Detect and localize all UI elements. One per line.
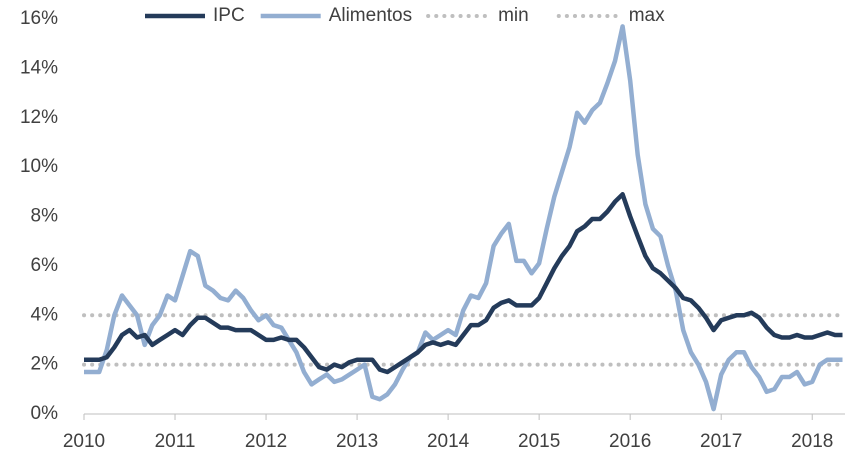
series-line	[84, 24, 843, 412]
x-tick-label: 2010	[63, 431, 105, 452]
y-tick-label: 16%	[20, 8, 58, 29]
legend-label: IPC	[213, 5, 245, 26]
y-tick-label: 6%	[31, 255, 59, 276]
y-tick-label: 8%	[31, 206, 59, 227]
x-tick-label: 2013	[336, 431, 378, 452]
y-tick-label: 0%	[31, 403, 59, 424]
legend-label: min	[498, 5, 529, 26]
x-tick-label: 2015	[518, 431, 560, 452]
x-tick-label: 2017	[700, 431, 742, 452]
x-tick-label: 2014	[427, 431, 470, 452]
y-tick-label: 2%	[31, 354, 59, 375]
y-tick-label: 14%	[20, 57, 58, 78]
series-line	[84, 192, 843, 375]
x-tick-label: 2011	[155, 431, 196, 452]
y-tick-label: 4%	[31, 304, 59, 325]
y-tick-label: 12%	[20, 107, 58, 128]
x-tick-label: 2012	[245, 431, 287, 452]
y-tick-label: 10%	[20, 156, 58, 177]
legend-label: Alimentos	[329, 5, 412, 26]
x-tick-label: 2016	[609, 431, 651, 452]
legend-label: max	[629, 5, 665, 26]
x-tick-label: 2018	[791, 431, 833, 452]
